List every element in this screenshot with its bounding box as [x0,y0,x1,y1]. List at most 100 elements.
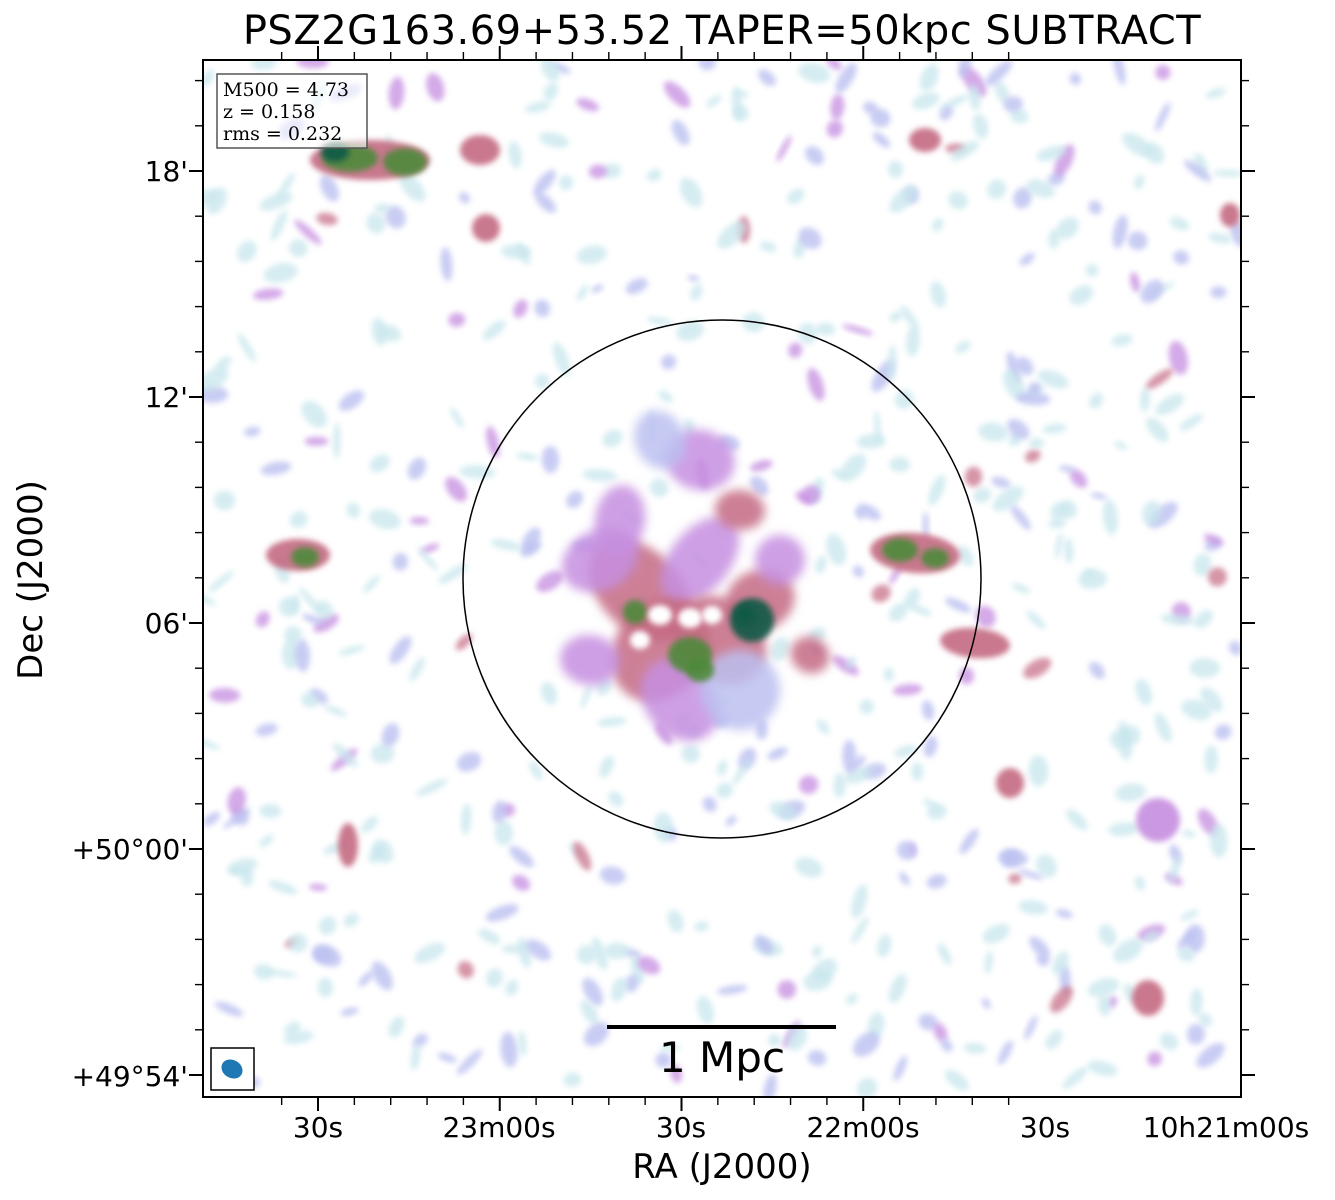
noise-blob [525,939,552,961]
noise-blob [1186,1023,1205,1045]
cluster-emission [660,516,740,604]
bright-core [686,658,714,682]
noise-blob [604,942,630,960]
noise-blob [1207,567,1227,587]
x-tick-label: 23m00s [442,1111,555,1144]
noise-blob [959,828,979,855]
noise-blob [525,101,551,113]
noise-blob [289,511,308,528]
noise-blob [984,950,993,975]
noise-blob [1112,214,1128,249]
bright-core [623,600,647,624]
noise-blob [646,316,673,326]
noise-blob [576,284,589,301]
noise-blob [1003,96,1023,113]
noise-blob [414,942,446,964]
noise-blob [513,299,528,318]
noise-blob [301,613,325,626]
noise-blob [1173,250,1190,265]
noise-blob [308,883,328,891]
noise-blob [877,934,892,958]
point-source [909,128,941,152]
noise-blob [1098,994,1112,1016]
noise-blob [830,94,845,120]
noise-blob [409,516,430,525]
noise-blob [842,324,874,336]
noise-blob [448,312,466,327]
noise-blob [533,169,556,196]
noise-blob [1089,392,1103,409]
noise-blob [888,603,908,622]
noise-blob [776,135,792,162]
noise-blob [1078,569,1107,589]
noise-blob [1029,936,1050,959]
noise-blob [676,321,704,341]
noise-blob [646,169,662,182]
noise-blob [1045,1029,1063,1050]
point-source [383,148,427,176]
noise-blob [1183,159,1212,182]
noise-blob [602,429,623,448]
noise-blob [505,979,519,996]
noise-blob [227,787,247,815]
noise-blob [368,509,401,530]
noise-blob [826,533,847,566]
noise-blob [508,141,522,169]
point-source [291,547,319,567]
noise-blob [381,723,400,747]
noise-blob [944,1069,970,1091]
noise-blob [283,1030,314,1045]
noise-blob [260,461,292,476]
y-tick-label: +49°54' [72,1060,188,1093]
noise-blob [591,937,608,971]
noise-blob [1169,217,1190,231]
noise-blob [801,485,821,505]
noise-blob [295,639,311,672]
noise-blob [1069,72,1081,86]
noise-blob [716,782,733,799]
noise-blob [1134,876,1146,891]
noise-blob [1140,387,1151,412]
noise-blob [998,849,1028,867]
noise-blob [625,278,648,295]
noise-blob [887,345,897,381]
noise-blob [457,961,474,979]
point-source [940,627,1010,659]
noise-blob [1179,413,1204,431]
noise-blob [894,745,917,758]
noise-blob [904,588,921,609]
noise-blob [1185,924,1205,953]
noise-blob [815,322,836,336]
noise-blob [1134,174,1145,190]
noise-blob [301,692,319,708]
x-tick-label: 30s [293,1111,343,1144]
noise-blob [732,759,750,786]
noise-blob [786,1024,808,1051]
noise-blob [301,400,328,428]
noise-blob [994,80,1010,103]
noise-blob [1177,947,1195,962]
noise-blob [215,356,232,372]
noise-blob [1147,1051,1163,1067]
noise-blob [932,218,944,232]
noise-blob [815,555,827,574]
noise-blob [871,584,891,603]
noise-blob [371,961,393,991]
noise-blob [939,106,954,121]
noise-blob [649,478,669,498]
noise-blob [368,844,385,864]
noise-blob [203,367,229,393]
noise-blob [1026,610,1046,630]
noise-blob [410,1043,421,1071]
noise-blob [1193,553,1212,576]
noise-blob [599,866,626,885]
noise-blob [968,83,981,111]
noise-blob [459,465,496,479]
noise-blob [1145,368,1174,390]
radio-emission [203,60,1241,1097]
noise-blob [438,563,469,584]
noise-blob [733,105,749,122]
noise-blob [518,1031,527,1056]
noise-blob [786,188,805,205]
noise-blob [539,132,570,148]
